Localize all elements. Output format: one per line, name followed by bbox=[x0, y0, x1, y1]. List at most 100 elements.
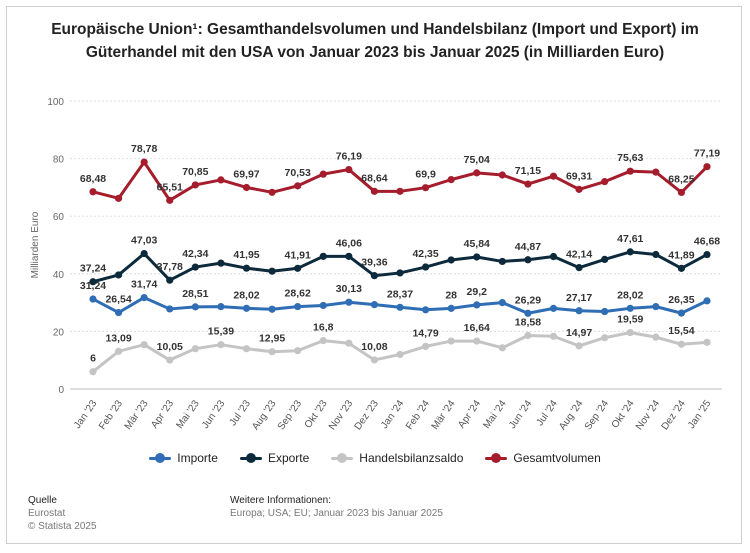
x-tick-label: Jul '24 bbox=[535, 398, 561, 428]
data-label: 42,34 bbox=[182, 248, 208, 260]
data-point-handelsbilanzsaldo bbox=[549, 332, 558, 340]
data-label: 41,95 bbox=[233, 249, 259, 261]
y-axis-label: Milliarden Euro bbox=[30, 211, 41, 278]
data-point-exporte bbox=[268, 267, 276, 275]
data-label: 14,79 bbox=[412, 327, 438, 339]
source-name[interactable]: Eurostat bbox=[28, 508, 66, 519]
x-tick-label: Jan '25 bbox=[686, 398, 714, 431]
data-point-importe bbox=[473, 301, 481, 309]
legend-item-handelsbilanzsaldo[interactable]: Handelsbilanzsaldo bbox=[331, 451, 463, 465]
legend-swatch bbox=[239, 453, 262, 463]
x-tick-label: Jul '23 bbox=[228, 398, 254, 428]
copyright: © Statista 2025 bbox=[28, 521, 97, 532]
data-label: 12,95 bbox=[259, 333, 285, 345]
data-label: 75,63 bbox=[617, 152, 643, 164]
y-tick-label: 60 bbox=[53, 212, 65, 223]
x-tick-label: Nov '23 bbox=[327, 398, 356, 432]
data-point-handelsbilanzsaldo bbox=[345, 339, 353, 347]
x-tick-label: Feb '24 bbox=[404, 398, 432, 432]
y-tick-label: 80 bbox=[53, 155, 65, 166]
legend-label: Gesamtvolumen bbox=[513, 451, 601, 465]
data-label: 18,58 bbox=[515, 316, 541, 328]
data-label: 76,19 bbox=[336, 151, 362, 163]
data-point-gesamtvolumen bbox=[166, 196, 174, 204]
data-point-handelsbilanzsaldo bbox=[242, 345, 251, 353]
data-point-exporte bbox=[447, 256, 455, 264]
data-label: 13,09 bbox=[105, 332, 131, 344]
data-point-importe bbox=[575, 307, 583, 315]
x-tick-label: Jun '23 bbox=[200, 398, 228, 431]
data-label: 16,64 bbox=[464, 322, 490, 334]
info-text: Europa; USA; EU; Januar 2023 bis Januar … bbox=[230, 508, 443, 519]
data-point-exporte bbox=[703, 250, 711, 259]
x-tick-label: Jun '24 bbox=[507, 398, 535, 431]
data-label: 68,25 bbox=[668, 173, 694, 185]
data-point-importe bbox=[421, 306, 430, 314]
data-point-handelsbilanzsaldo bbox=[498, 344, 506, 352]
data-point-exporte bbox=[114, 271, 123, 279]
data-point-importe bbox=[114, 308, 123, 317]
data-label: 28,37 bbox=[387, 288, 413, 300]
data-point-handelsbilanzsaldo bbox=[421, 342, 430, 351]
data-point-gesamtvolumen bbox=[421, 184, 430, 192]
data-label: 26,29 bbox=[515, 294, 541, 306]
data-point-exporte bbox=[626, 248, 634, 256]
data-point-importe bbox=[677, 309, 686, 317]
legend-item-importe[interactable]: Importe bbox=[149, 451, 218, 465]
legend-label: Handelsbilanzsaldo bbox=[359, 451, 464, 465]
data-label: 41,91 bbox=[285, 249, 311, 261]
data-point-importe bbox=[652, 303, 660, 311]
data-label: 28,62 bbox=[285, 288, 311, 300]
legend-item-exporte[interactable]: Exporte bbox=[239, 451, 310, 465]
data-point-importe bbox=[140, 293, 148, 302]
data-label: 19,59 bbox=[617, 314, 643, 326]
data-point-gesamtvolumen bbox=[319, 170, 327, 178]
data-label: 10,08 bbox=[361, 341, 387, 353]
legend-label: Exporte bbox=[267, 451, 310, 465]
data-label: 28,02 bbox=[233, 289, 259, 301]
data-label: 65,51 bbox=[157, 181, 183, 193]
data-point-exporte bbox=[242, 264, 251, 272]
data-point-gesamtvolumen bbox=[268, 188, 276, 196]
data-point-handelsbilanzsaldo bbox=[601, 334, 609, 342]
data-point-handelsbilanzsaldo bbox=[89, 368, 97, 376]
data-point-handelsbilanzsaldo bbox=[626, 328, 634, 337]
data-point-gesamtvolumen bbox=[601, 178, 609, 186]
data-point-exporte bbox=[217, 259, 225, 267]
data-label: 68,48 bbox=[80, 173, 106, 185]
data-point-gesamtvolumen bbox=[549, 172, 558, 180]
data-point-gesamtvolumen bbox=[396, 187, 404, 195]
x-tick-label: Aug '24 bbox=[557, 398, 586, 432]
legend-swatch bbox=[485, 453, 508, 463]
data-point-handelsbilanzsaldo bbox=[114, 347, 123, 355]
chart-title: Europäische Union¹: Gesamthandelsvolumen… bbox=[51, 21, 699, 61]
data-point-importe bbox=[396, 303, 404, 311]
data-point-exporte bbox=[319, 252, 327, 260]
data-label: 46,68 bbox=[694, 236, 720, 248]
data-point-handelsbilanzsaldo bbox=[140, 341, 148, 349]
x-tick-label: Dez '23 bbox=[353, 398, 382, 432]
data-point-gesamtvolumen bbox=[114, 194, 123, 202]
y-tick-label: 20 bbox=[53, 327, 65, 338]
data-point-exporte bbox=[370, 272, 379, 280]
data-point-handelsbilanzsaldo bbox=[191, 345, 199, 353]
data-point-importe bbox=[626, 304, 634, 312]
x-tick-label: Mai '23 bbox=[174, 398, 202, 431]
data-label: 14,97 bbox=[566, 327, 592, 339]
data-point-importe bbox=[319, 301, 327, 310]
legend-item-gesamtvolumen[interactable]: Gesamtvolumen bbox=[485, 451, 601, 465]
chart-frame bbox=[6, 6, 742, 544]
data-point-gesamtvolumen bbox=[140, 158, 148, 166]
source-label: Quelle bbox=[28, 495, 57, 506]
data-point-gesamtvolumen bbox=[473, 169, 481, 177]
data-point-handelsbilanzsaldo bbox=[677, 340, 686, 348]
data-label: 10,05 bbox=[157, 341, 183, 353]
legend-swatch bbox=[331, 453, 354, 463]
data-point-exporte bbox=[473, 253, 481, 261]
x-tick-label: Mai '24 bbox=[481, 398, 509, 431]
x-tick-label: Sep '24 bbox=[583, 398, 612, 432]
data-label: 26,54 bbox=[105, 294, 131, 306]
info-label: Weitere Informationen: bbox=[230, 495, 331, 506]
data-label: 78,78 bbox=[131, 143, 157, 155]
x-tick-label: Jan '23 bbox=[72, 398, 100, 431]
